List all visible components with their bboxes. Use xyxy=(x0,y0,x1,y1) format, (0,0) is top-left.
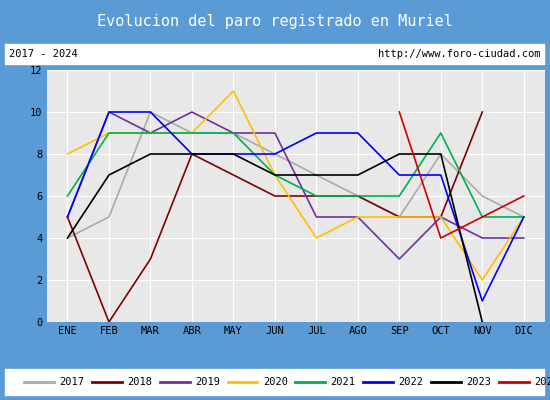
Text: 2022: 2022 xyxy=(398,378,424,387)
Text: 2017 - 2024: 2017 - 2024 xyxy=(9,49,78,59)
Text: 2021: 2021 xyxy=(331,378,356,387)
Text: 2020: 2020 xyxy=(263,378,288,387)
Text: http://www.foro-ciudad.com: http://www.foro-ciudad.com xyxy=(378,49,541,59)
Text: 2018: 2018 xyxy=(127,378,152,387)
Text: 2024: 2024 xyxy=(534,378,550,387)
Text: 2023: 2023 xyxy=(466,378,491,387)
Text: 2017: 2017 xyxy=(59,378,85,387)
Text: Evolucion del paro registrado en Muriel: Evolucion del paro registrado en Muriel xyxy=(97,14,453,29)
Text: 2019: 2019 xyxy=(195,378,220,387)
